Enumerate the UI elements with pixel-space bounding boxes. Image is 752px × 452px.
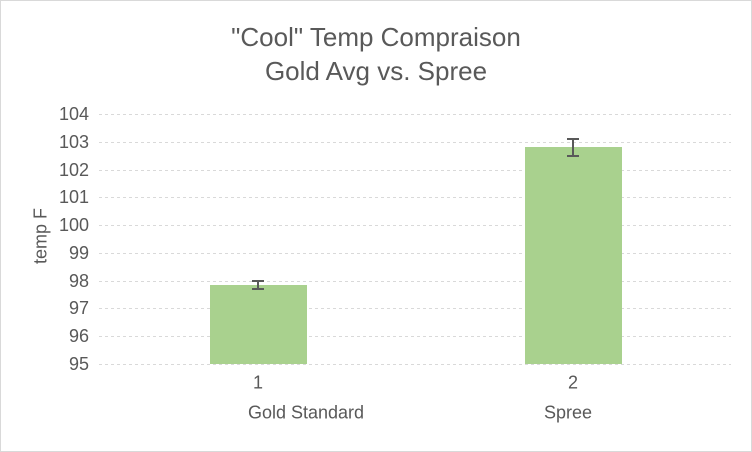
gridline-100 [99, 225, 731, 226]
bar-gold-standard[interactable] [209, 285, 307, 364]
gridline-99 [99, 253, 731, 254]
y-axis-tick-label: 104 [58, 104, 89, 124]
error-bar-line [257, 281, 259, 289]
y-axis-tick-label: 102 [58, 160, 89, 180]
x-axis-category-name: Gold Standard [247, 402, 365, 423]
y-axis-tick-label: 103 [58, 132, 89, 152]
chart-title-line-2: Gold Avg vs. Spree [264, 56, 488, 86]
x-axis-category-number: 1 [252, 372, 264, 393]
gridline-96 [99, 336, 731, 337]
x-axis-category-name: Spree [543, 402, 593, 423]
y-axis-tick-label: 100 [58, 215, 89, 235]
gridline-97 [99, 308, 731, 309]
gridline-104 [99, 114, 731, 115]
error-bar-bottom-cap [567, 155, 579, 157]
gridline-98 [99, 281, 731, 282]
y-axis-tick-label: 98 [68, 271, 89, 291]
y-axis-tick-label: 101 [58, 187, 89, 207]
error-bar-bottom-cap [252, 288, 264, 290]
gridline-102 [99, 170, 731, 171]
y-axis-tick-label: 95 [68, 354, 89, 374]
chart-title: "Cool" Temp Compraison Gold Avg vs. Spre… [1, 1, 751, 88]
y-axis-tick-label: 99 [68, 243, 89, 263]
error-bar-line [572, 139, 574, 156]
gridline-95 [99, 364, 731, 365]
y-axis-tick-label: 96 [68, 326, 89, 346]
error-bar-top-cap [567, 138, 579, 140]
chart-title-line-1: "Cool" Temp Compraison [231, 22, 521, 52]
gridline-101 [99, 197, 731, 198]
error-bar-top-cap [252, 280, 264, 282]
x-axis-category-number: 2 [567, 372, 579, 393]
y-axis-tick-label: 97 [68, 298, 89, 318]
gridline-103 [99, 142, 731, 143]
bar-spree[interactable] [524, 147, 622, 364]
